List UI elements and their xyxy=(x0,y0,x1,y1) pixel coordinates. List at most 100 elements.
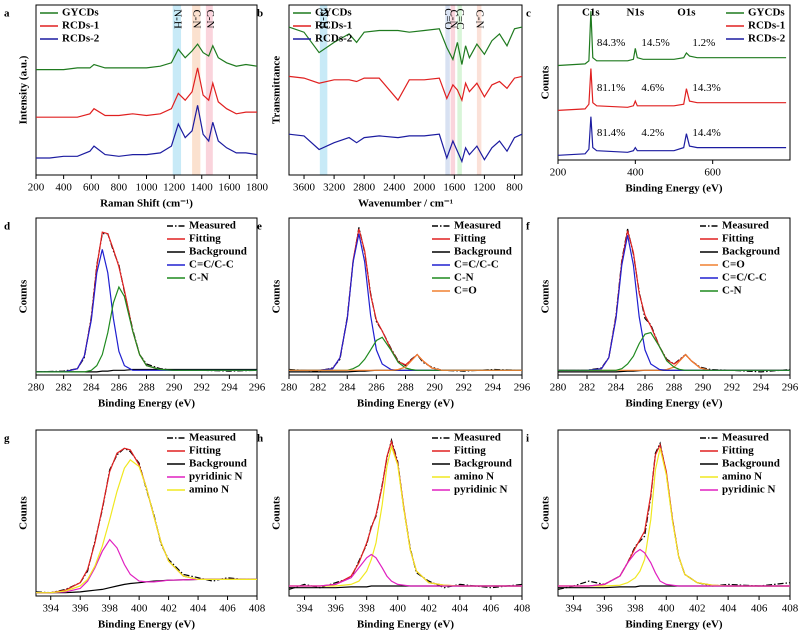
legend-label: C-N xyxy=(189,272,209,284)
x-tick-label: 394 xyxy=(565,603,582,615)
x-axis-title: Binding Energy (eV) xyxy=(625,183,723,195)
band-label: C=C xyxy=(454,9,466,30)
y-axis-title: Counts xyxy=(540,279,552,313)
x-tick-label: 282 xyxy=(55,382,72,394)
legend-label: RCDs-2 xyxy=(315,33,353,45)
x-tick-label: 400 xyxy=(627,167,644,179)
x-tick-label: 408 xyxy=(514,603,531,615)
legend-label: Fitting xyxy=(454,445,486,457)
peak-percent: 84.3% xyxy=(597,37,625,49)
legend-label: Measured xyxy=(722,220,769,232)
legend-label: Background xyxy=(454,246,512,258)
x-tick-label: 288 xyxy=(397,382,414,394)
band-label: C-N xyxy=(204,10,216,29)
y-axis-title: Counts xyxy=(540,495,552,529)
series-line xyxy=(36,67,257,118)
band xyxy=(192,5,201,175)
plot-frame xyxy=(35,429,258,597)
x-tick-label: 296 xyxy=(514,382,531,394)
x-tick-label: 296 xyxy=(249,382,266,394)
legend-label: GYCDs xyxy=(315,7,352,19)
x-tick-label: 404 xyxy=(452,603,469,615)
plot-frame xyxy=(288,217,523,376)
x-tick-label: 284 xyxy=(83,382,100,394)
x-tick-label: 280 xyxy=(550,382,567,394)
x-tick-label: 1200 xyxy=(473,182,496,194)
x-tick-label: 406 xyxy=(219,603,236,615)
x-tick-label: 402 xyxy=(160,603,177,615)
x-tick-label: 288 xyxy=(666,382,683,394)
x-tick-label: 296 xyxy=(782,382,799,394)
series-line xyxy=(558,548,790,587)
legend-label: C=O xyxy=(454,285,477,297)
legend-label: RCDs-1 xyxy=(748,20,785,32)
series-line xyxy=(36,285,257,373)
series-line xyxy=(557,116,787,156)
x-tick-label: 200 xyxy=(550,167,567,179)
band-label: C-N xyxy=(447,10,459,29)
y-axis-title: Counts xyxy=(18,279,30,313)
x-tick-label: 1200 xyxy=(163,182,186,194)
y-axis-title: Intensity (a.u.) xyxy=(18,55,30,124)
y-axis-title: Counts xyxy=(540,65,552,99)
peak-name: C1s xyxy=(582,7,600,19)
legend-label: Fitting xyxy=(189,233,221,245)
panel-label: e xyxy=(257,221,262,233)
legend-label: Measured xyxy=(189,432,236,444)
x-axis-title: Binding Energy (eV) xyxy=(98,398,196,410)
panel-label: c xyxy=(526,8,531,20)
band xyxy=(445,5,450,175)
y-axis-title: Counts xyxy=(18,495,30,529)
x-tick-label: 408 xyxy=(782,603,799,615)
legend-label: RCDs-1 xyxy=(315,20,352,32)
legend-label: amino N xyxy=(189,484,229,496)
legend-label: Background xyxy=(722,458,780,470)
x-tick-label: 294 xyxy=(753,382,770,394)
panel-label: h xyxy=(257,433,263,445)
x-axis-title: Binding Energy (eV) xyxy=(625,619,723,631)
peak-name: O1s xyxy=(677,7,696,19)
legend-label: C=C/C-C xyxy=(722,272,767,284)
x-axis-title: Binding Energy (eV) xyxy=(357,619,455,631)
x-tick-label: 402 xyxy=(421,603,438,615)
legend-label: RCDs-2 xyxy=(62,33,100,45)
legend-label: amino N xyxy=(454,471,494,483)
x-tick-label: 294 xyxy=(485,382,502,394)
x-tick-label: 600 xyxy=(83,182,100,194)
legend-label: Fitting xyxy=(722,233,754,245)
legend-label: GYCDs xyxy=(748,7,785,19)
x-tick-label: 200 xyxy=(28,182,45,194)
series-line xyxy=(288,26,523,65)
series-line xyxy=(289,353,522,371)
x-tick-label: 1000 xyxy=(136,182,159,194)
legend-label: Background xyxy=(454,458,512,470)
plot-frame xyxy=(35,217,258,376)
plot-frame xyxy=(557,217,791,376)
x-tick-label: 1800 xyxy=(246,182,269,194)
panel-label: f xyxy=(526,221,530,233)
band-label: C-N xyxy=(191,10,203,29)
peak-percent: 14.4% xyxy=(692,127,720,139)
band xyxy=(450,5,456,175)
legend-label: Background xyxy=(722,246,780,258)
legend-label: C=O xyxy=(722,259,745,271)
x-tick-label: 294 xyxy=(221,382,238,394)
panel-label: i xyxy=(526,433,529,445)
peak-percent: 1.2% xyxy=(692,37,715,49)
y-axis-title: Counts xyxy=(271,279,283,313)
band xyxy=(457,5,462,175)
y-axis-title: Counts xyxy=(271,495,283,529)
x-tick-label: 288 xyxy=(138,382,155,394)
x-tick-label: 398 xyxy=(358,603,375,615)
x-tick-label: 398 xyxy=(101,603,118,615)
band-label: N-H xyxy=(171,9,183,29)
legend-label: Fitting xyxy=(722,445,754,457)
band xyxy=(172,5,182,175)
panel-label: a xyxy=(4,8,10,20)
x-tick-label: 1600 xyxy=(218,182,241,194)
x-axis-title: Binding Energy (eV) xyxy=(98,619,196,631)
series-line xyxy=(288,75,523,103)
plot-frame xyxy=(557,429,791,597)
